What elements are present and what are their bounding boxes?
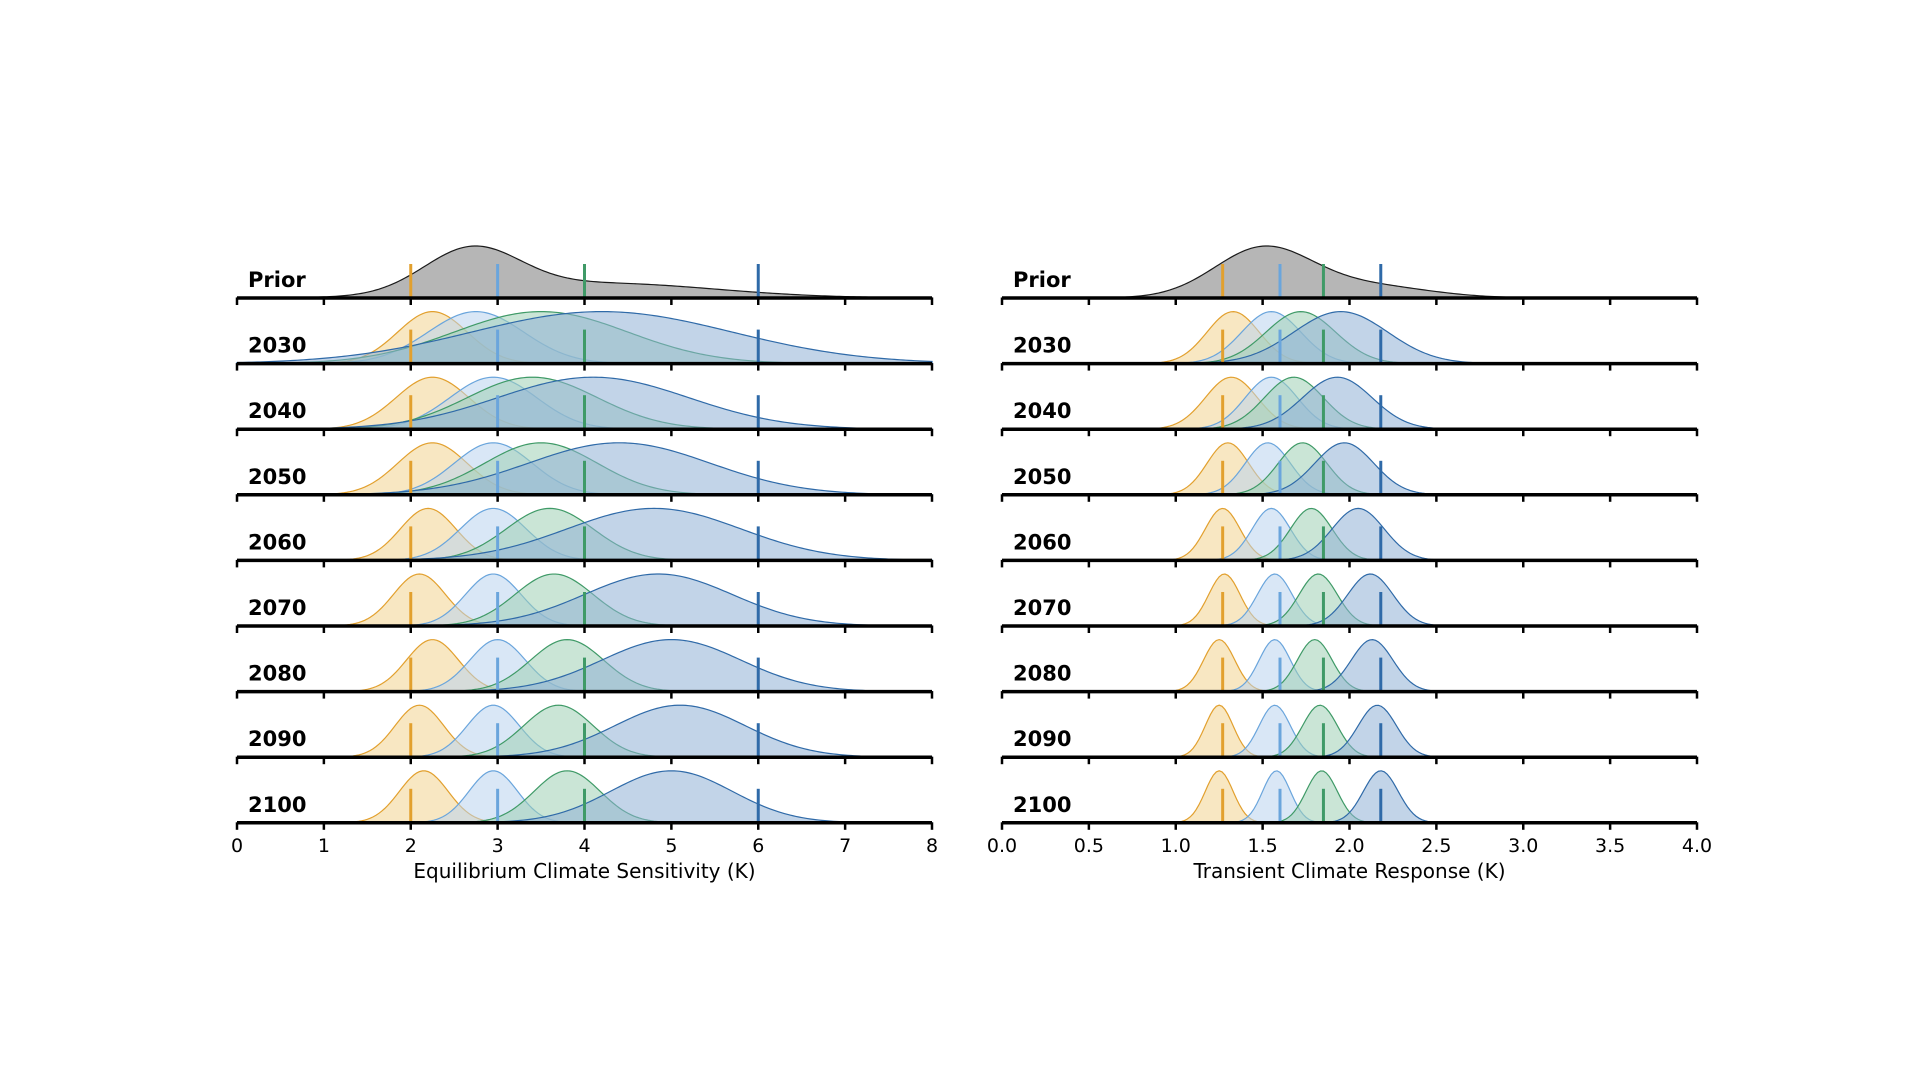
tcr-density-2050-truth-2p18 (1002, 442, 1697, 496)
ecs-row-2070: 2070 (235, 573, 934, 633)
tcr-row-prior: Prior (1000, 245, 1699, 305)
ecs-tick-label: 4 (578, 835, 590, 857)
tcr-tick-label: 3.5 (1595, 835, 1625, 857)
ecs-row-2050: 2050 (235, 442, 934, 502)
ecs-row-label: 2080 (248, 662, 306, 686)
tcr-row-label: 2050 (1013, 465, 1071, 489)
tcr-panel: Prior 2030 2040 2050 2060 2070 2080 2090 2100 0.0… (987, 245, 1712, 883)
tcr-tick-label: 0.5 (1074, 835, 1104, 857)
ecs-tick-label: 2 (405, 835, 417, 857)
tcr-density-2090-truth-2p18 (1002, 704, 1697, 758)
ecs-row-2060: 2060 (235, 507, 934, 568)
tcr-row-label: 2100 (1013, 793, 1071, 817)
tcr-row-2060: 2060 (1000, 507, 1699, 568)
tcr-tick-label: 1.0 (1161, 835, 1191, 857)
tcr-row-2040: 2040 (1000, 376, 1699, 437)
ecs-row-label: 2050 (248, 465, 306, 489)
ecs-row-label: 2030 (248, 334, 306, 358)
tcr-density-2070-truth-2p18 (1002, 573, 1697, 627)
ecs-row-2040: 2040 (235, 376, 934, 437)
ecs-tick-label: 3 (492, 835, 504, 857)
tcr-x-axis-label: Transient Climate Response (K) (1192, 859, 1505, 883)
tcr-tick-label: 2.0 (1334, 835, 1364, 857)
tcr-row-2100: 2100 (1000, 770, 1699, 830)
tcr-prior-density (1002, 245, 1697, 299)
tcr-row-label: 2040 (1013, 399, 1071, 423)
tcr-tick-label: 2.5 (1421, 835, 1451, 857)
ecs-row-2100: 2100 (235, 770, 934, 830)
ecs-row-2030: 2030 (235, 310, 934, 371)
ecs-row-label: 2060 (248, 530, 306, 554)
tcr-row-label: 2070 (1013, 596, 1071, 620)
tcr-row-2090: 2090 (1000, 704, 1699, 765)
tcr-row-label: 2080 (1013, 662, 1071, 686)
tcr-row-label: Prior (1013, 268, 1071, 292)
tcr-density-2100-truth-2p18 (1002, 770, 1697, 824)
tcr-density-2080-truth-2p18 (1002, 639, 1697, 693)
ecs-row-prior: Prior (235, 245, 934, 305)
ecs-tick-label: 5 (665, 835, 677, 857)
ecs-row-2080: 2080 (235, 638, 934, 699)
tcr-density-2060-truth-2p18 (1002, 507, 1697, 561)
tcr-row-label: 2090 (1013, 727, 1071, 751)
ecs-tick-label: 6 (752, 835, 764, 857)
ecs-row-label: 2090 (248, 727, 306, 751)
ecs-tick-label: 0 (231, 835, 243, 857)
tcr-density-2040-truth-2p18 (1002, 376, 1697, 430)
ecs-x-axis-label: Equilibrium Climate Sensitivity (K) (413, 859, 755, 883)
ecs-row-label: 2040 (248, 399, 306, 423)
tcr-row-2070: 2070 (1000, 573, 1699, 633)
ecs-row-label: Prior (248, 268, 306, 292)
tcr-row-label: 2060 (1013, 530, 1071, 554)
tcr-tick-label: 0.0 (987, 835, 1017, 857)
ecs-tick-label: 8 (926, 835, 938, 857)
tcr-tick-label: 3.0 (1508, 835, 1538, 857)
tcr-row-label: 2030 (1013, 334, 1071, 358)
ecs-tick-label: 7 (839, 835, 851, 857)
ecs-row-label: 2070 (248, 596, 306, 620)
tcr-row-2080: 2080 (1000, 638, 1699, 699)
ecs-tick-label: 1 (318, 835, 330, 857)
tcr-tick-label: 1.5 (1248, 835, 1278, 857)
tcr-density-2030-truth-2p18 (1002, 310, 1697, 365)
ecs-row-2090: 2090 (235, 704, 934, 765)
tcr-row-2030: 2030 (1000, 310, 1699, 371)
ecs-row-label: 2100 (248, 793, 306, 817)
tcr-tick-label: 4.0 (1682, 835, 1712, 857)
tcr-row-2050: 2050 (1000, 442, 1699, 502)
